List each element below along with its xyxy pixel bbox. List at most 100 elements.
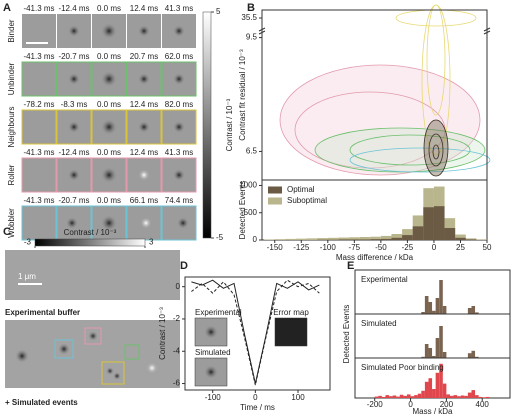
simulated-events: [15, 327, 158, 385]
series-label: Experimental: [361, 275, 408, 284]
hist-bar: [442, 352, 447, 358]
series-label: Simulated Poor binding: [361, 363, 444, 372]
row-label: Wobbler: [7, 208, 16, 238]
hist-bar: [439, 326, 443, 358]
hist-bar: [424, 381, 429, 398]
y-tick-label: -2: [173, 314, 181, 323]
hist-bar: [446, 394, 450, 398]
hist-bar: [435, 372, 440, 398]
buffer-image: [5, 250, 180, 300]
hist-bar: [359, 239, 371, 240]
colorbar-label: Contrast / 10⁻³: [64, 228, 117, 237]
hist-bar: [471, 350, 476, 358]
particle: [101, 23, 117, 39]
panel-label: B: [247, 2, 255, 14]
particle: [173, 73, 185, 85]
particle: [66, 217, 78, 229]
particle: [140, 217, 152, 229]
x-tick-label: -25: [402, 243, 414, 252]
hist-bar: [396, 396, 400, 398]
time-label: -20.7 ms: [58, 196, 89, 205]
hist-bar: [442, 306, 447, 314]
legend-swatch: [268, 186, 282, 194]
time-label: 0.0 ms: [97, 4, 121, 13]
hist-bar: [412, 226, 424, 240]
particle: [173, 121, 185, 133]
hist-bar: [349, 239, 360, 240]
particle: [138, 169, 150, 181]
time-label: 12.4 ms: [130, 4, 158, 13]
x-tick-label: -125: [293, 243, 310, 252]
colorbar-tick-label: 5: [216, 7, 221, 16]
x-tick-label: 25: [456, 243, 465, 252]
hist-bar: [295, 238, 307, 240]
image-label: Experimental buffer: [5, 308, 80, 317]
particle: [101, 167, 117, 183]
hist-bar: [439, 363, 443, 398]
hist-bar: [476, 239, 487, 240]
hist-bar: [359, 237, 371, 240]
x-tick-label: 0: [432, 243, 437, 252]
hist-bar: [338, 237, 350, 240]
hist-bar: [467, 308, 472, 314]
colorbar-tick-label: -3: [24, 238, 32, 247]
hist-bar: [433, 206, 445, 240]
hist-bar: [349, 237, 360, 240]
hist-bar: [478, 396, 483, 398]
colorbar: [34, 238, 146, 247]
hist-bar: [439, 280, 443, 314]
x-tick-label: 0: [408, 400, 413, 409]
hist-bar: [317, 238, 328, 240]
y-axis-label: Detected Events: [238, 181, 247, 240]
hist-bar: [442, 383, 447, 398]
hist-bar: [306, 238, 318, 240]
hist-bar: [424, 344, 429, 358]
hist-bar: [417, 393, 422, 398]
hist-bar: [421, 356, 425, 358]
hist-bar: [423, 207, 434, 240]
hist-bar: [453, 395, 458, 398]
y-axis-label: Contrast fit residual / 10⁻³: [238, 49, 247, 141]
frame-image: [21, 205, 57, 241]
hist-bar: [370, 236, 381, 240]
time-label: 12.4 ms: [130, 148, 158, 157]
hist-bar: [475, 395, 479, 398]
hist-bar: [460, 395, 465, 398]
time-label: 41.3 ms: [165, 4, 193, 13]
hist-bar: [465, 238, 477, 240]
row-label: Roller: [7, 164, 16, 185]
time-label: -41.3 ms: [23, 4, 54, 13]
particle: [204, 325, 218, 339]
x-tick-label: 0: [253, 393, 258, 402]
hist-bar: [421, 390, 425, 398]
plot-frame: [184, 276, 331, 391]
time-label: -12.4 ms: [58, 4, 89, 13]
y-tick-label: 0: [253, 235, 258, 244]
time-label: 62.0 ms: [165, 52, 193, 61]
y-tick-label: 500: [244, 208, 258, 217]
hist-bar: [285, 238, 296, 240]
particle: [177, 217, 189, 229]
particle: [101, 215, 117, 231]
particle: [204, 365, 218, 379]
inset-label: Simulated: [195, 348, 231, 357]
hist-bar: [370, 239, 381, 240]
hist-bar: [389, 396, 393, 398]
panel-label: E: [347, 260, 354, 272]
hist-bar: [428, 348, 433, 358]
hist-bar: [374, 396, 379, 398]
frame-image: [161, 61, 197, 97]
x-tick-label: -100: [320, 243, 337, 252]
hist-bar: [455, 237, 466, 240]
hist-bar: [465, 239, 477, 240]
inset-label: Experimental: [195, 308, 242, 317]
hist-bar: [392, 395, 397, 398]
hist-bar: [403, 395, 407, 398]
particle: [138, 25, 150, 37]
y-axis-label: Detected Events: [342, 305, 351, 364]
hist-bar: [399, 394, 404, 398]
y-tick-label: -4: [173, 346, 181, 355]
time-label: 0.0 ms: [97, 52, 121, 61]
x-axis-label: Time / ms: [240, 403, 275, 412]
row-label: Unbinder: [7, 62, 16, 95]
